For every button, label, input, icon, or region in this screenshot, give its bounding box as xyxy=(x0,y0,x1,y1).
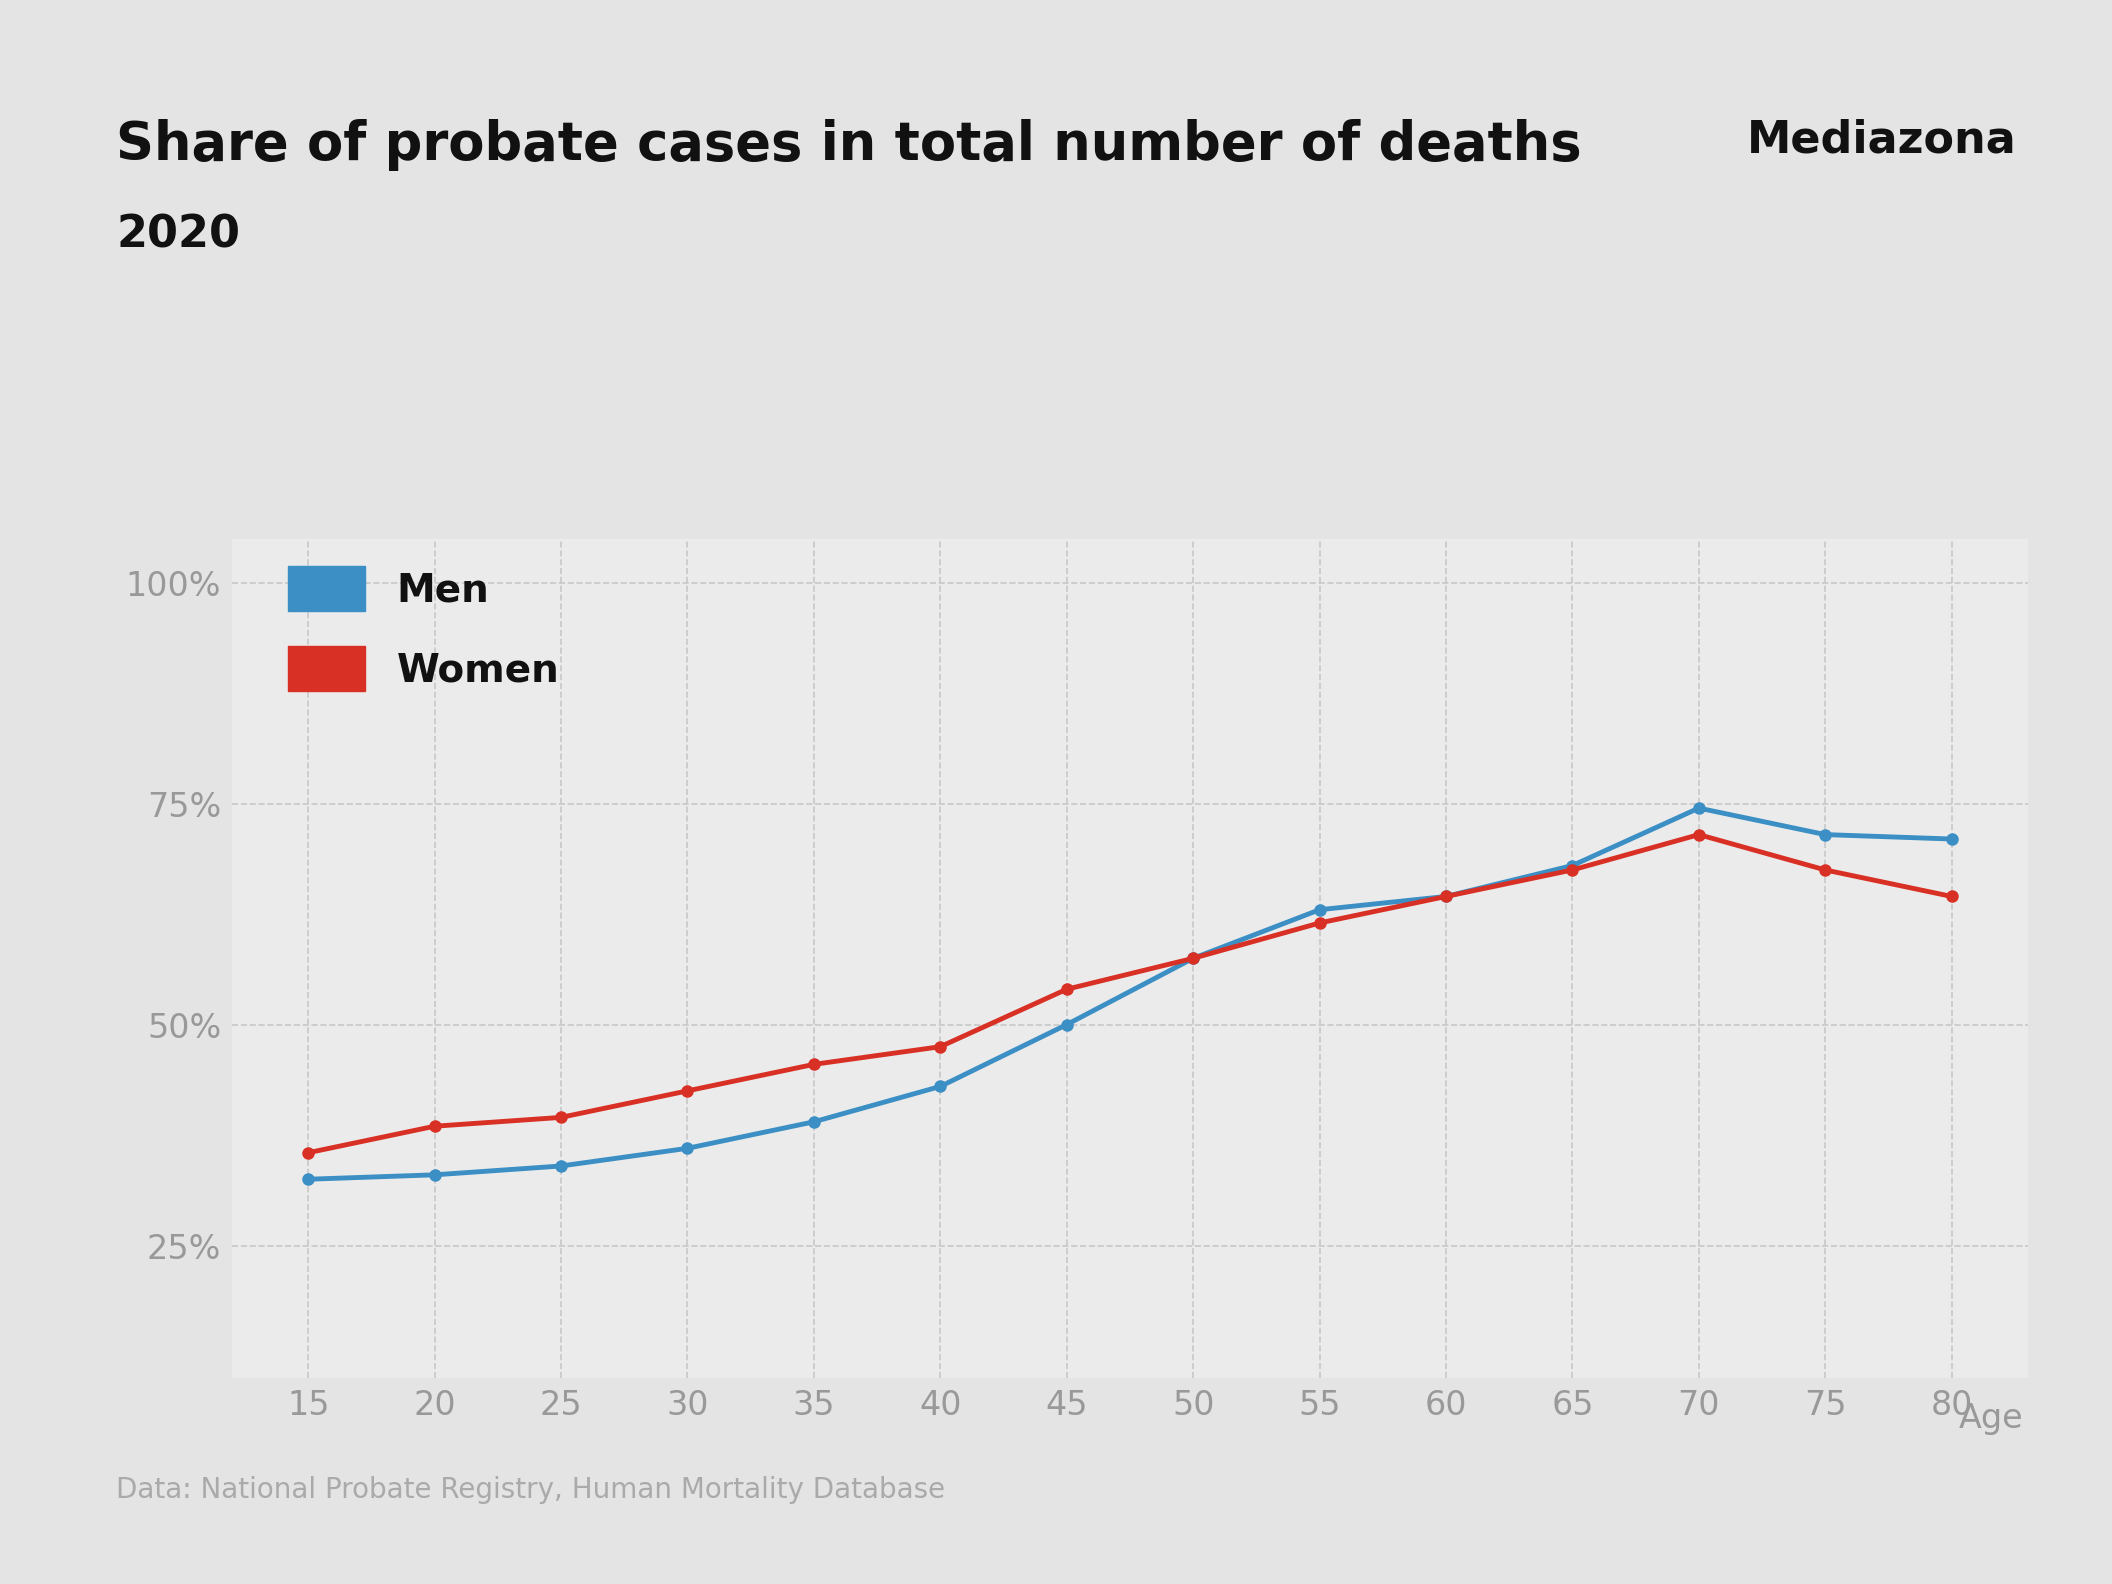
Women xyxy=(1812,860,1837,879)
Men xyxy=(422,1166,448,1185)
Men xyxy=(1812,825,1837,844)
Line: Women: Women xyxy=(302,828,1958,1158)
Women xyxy=(674,1082,699,1101)
Men xyxy=(1561,855,1586,874)
Men xyxy=(1685,798,1711,817)
Men xyxy=(927,1077,953,1096)
Men xyxy=(674,1139,699,1158)
Men xyxy=(1181,949,1206,968)
Women xyxy=(1561,860,1586,879)
Women xyxy=(422,1117,448,1136)
Text: Share of probate cases in total number of deaths: Share of probate cases in total number o… xyxy=(116,119,1582,171)
Women xyxy=(1939,887,1964,906)
Women xyxy=(1054,980,1079,1000)
Women xyxy=(1434,887,1459,906)
Text: Data: National Probate Registry, Human Mortality Database: Data: National Probate Registry, Human M… xyxy=(116,1476,946,1505)
Women xyxy=(927,1038,953,1057)
Women xyxy=(549,1107,574,1126)
Legend: Men, Women: Men, Women xyxy=(287,567,560,691)
Text: Mediazona: Mediazona xyxy=(1747,119,2017,162)
Line: Men: Men xyxy=(302,803,1958,1185)
Men xyxy=(1307,900,1333,919)
Men xyxy=(296,1169,321,1188)
Women xyxy=(1307,914,1333,933)
Men xyxy=(1939,830,1964,849)
Women xyxy=(296,1144,321,1163)
Men xyxy=(1054,1015,1079,1034)
Women xyxy=(800,1055,826,1074)
Men xyxy=(800,1112,826,1131)
Text: Age: Age xyxy=(1958,1402,2023,1435)
Text: 2020: 2020 xyxy=(116,214,241,257)
Women xyxy=(1181,949,1206,968)
Men xyxy=(1434,887,1459,906)
Men xyxy=(549,1156,574,1175)
Women xyxy=(1685,825,1711,844)
